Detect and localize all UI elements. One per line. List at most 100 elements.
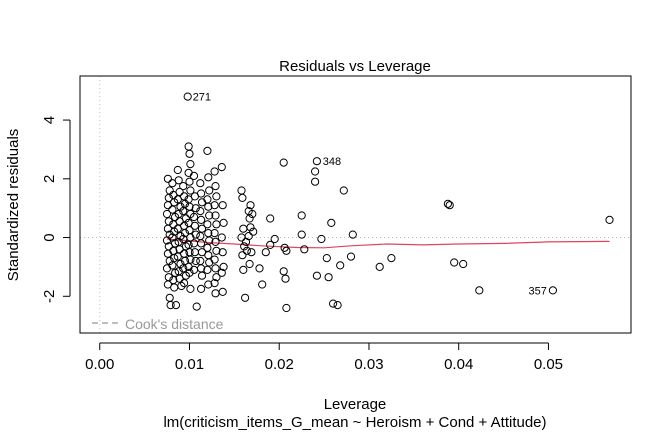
data-point [171, 301, 181, 310]
plot-area-border [79, 75, 632, 334]
data-point [311, 167, 320, 176]
data-point [196, 232, 205, 241]
points-layer [162, 92, 614, 313]
data-point [197, 239, 206, 248]
data-point [185, 177, 194, 186]
data-point [300, 245, 309, 254]
data-point [218, 248, 227, 257]
data-point [211, 211, 220, 220]
data-point [184, 142, 193, 151]
point-label: 271 [193, 92, 211, 104]
data-point [210, 201, 219, 210]
data-point [162, 209, 172, 219]
data-point [171, 239, 180, 248]
data-point [255, 264, 264, 273]
data-point [175, 187, 184, 197]
data-point [191, 256, 200, 266]
data-point [297, 211, 306, 220]
reference-lines [80, 76, 631, 333]
data-point [205, 236, 214, 245]
y-axis-label: Standardized residuals [5, 129, 22, 282]
data-point [242, 246, 251, 255]
data-point [203, 265, 212, 274]
data-point [186, 255, 195, 264]
x-axis-label: Leverage [324, 396, 387, 413]
data-point [240, 242, 249, 251]
data-point [238, 193, 247, 202]
data-point [191, 204, 200, 213]
data-point [217, 233, 226, 242]
data-point [197, 189, 206, 198]
data-point [218, 287, 227, 296]
data-point [333, 301, 342, 310]
data-point [279, 158, 288, 167]
data-point [249, 227, 258, 236]
data-point [312, 271, 321, 280]
data-point [245, 214, 254, 223]
x-tick-label: 0.04 [444, 356, 473, 373]
data-point [179, 264, 188, 273]
data-point [176, 232, 185, 241]
data-point [197, 224, 207, 233]
data-point [204, 202, 213, 211]
data-point [197, 271, 207, 280]
chart-title: Residuals vs Leverage [279, 58, 431, 75]
smoother-line [166, 238, 610, 249]
data-point [196, 179, 205, 188]
data-point [244, 232, 253, 241]
data-point [192, 302, 201, 311]
data-point [168, 205, 177, 214]
x-tick-label: 0.05 [534, 356, 563, 373]
data-point [266, 240, 275, 249]
point-label: 348 [323, 156, 341, 168]
data-point [212, 273, 221, 282]
data-point [203, 220, 212, 229]
data-point [168, 261, 177, 270]
data-point [339, 186, 348, 195]
data-point [239, 265, 248, 274]
data-point [179, 207, 188, 216]
data-point [176, 259, 185, 269]
data-point [165, 186, 174, 195]
data-point [170, 283, 179, 292]
data-point [210, 255, 219, 264]
y-axis: -2 0 2 4 [41, 116, 71, 303]
data-point [246, 201, 255, 210]
data-point [246, 223, 255, 232]
data-point [165, 256, 174, 266]
data-point [162, 264, 172, 273]
data-point [238, 251, 247, 260]
data-point [217, 268, 226, 277]
data-point [211, 264, 220, 273]
data-point [211, 237, 220, 246]
data-point [210, 229, 219, 238]
data-point [181, 214, 190, 223]
cooks-distance-legend-label: Cook's distance [125, 316, 224, 332]
data-point [197, 284, 206, 293]
x-tick-label: 0.00 [85, 356, 114, 373]
data-point [196, 256, 205, 266]
data-point [324, 273, 333, 282]
y-tick-label: 4 [41, 116, 58, 124]
data-point [197, 215, 206, 224]
data-point [173, 165, 182, 175]
data-point [183, 92, 192, 101]
data-point [282, 303, 291, 313]
data-point [180, 256, 190, 266]
data-point [270, 234, 279, 244]
x-tick-label: 0.02 [265, 356, 294, 373]
data-point [348, 230, 357, 239]
y-tick-label: 2 [41, 175, 58, 183]
x-tick-label: 0.03 [354, 356, 383, 373]
data-point [212, 192, 221, 201]
data-point [239, 224, 248, 233]
data-point [212, 246, 221, 255]
data-point [241, 293, 250, 302]
data-point [176, 202, 185, 211]
data-point [475, 286, 484, 295]
data-point [204, 251, 213, 260]
data-point [218, 201, 227, 210]
y-tick-label: 0 [41, 233, 58, 241]
data-point [205, 211, 214, 220]
data-point [327, 218, 336, 227]
